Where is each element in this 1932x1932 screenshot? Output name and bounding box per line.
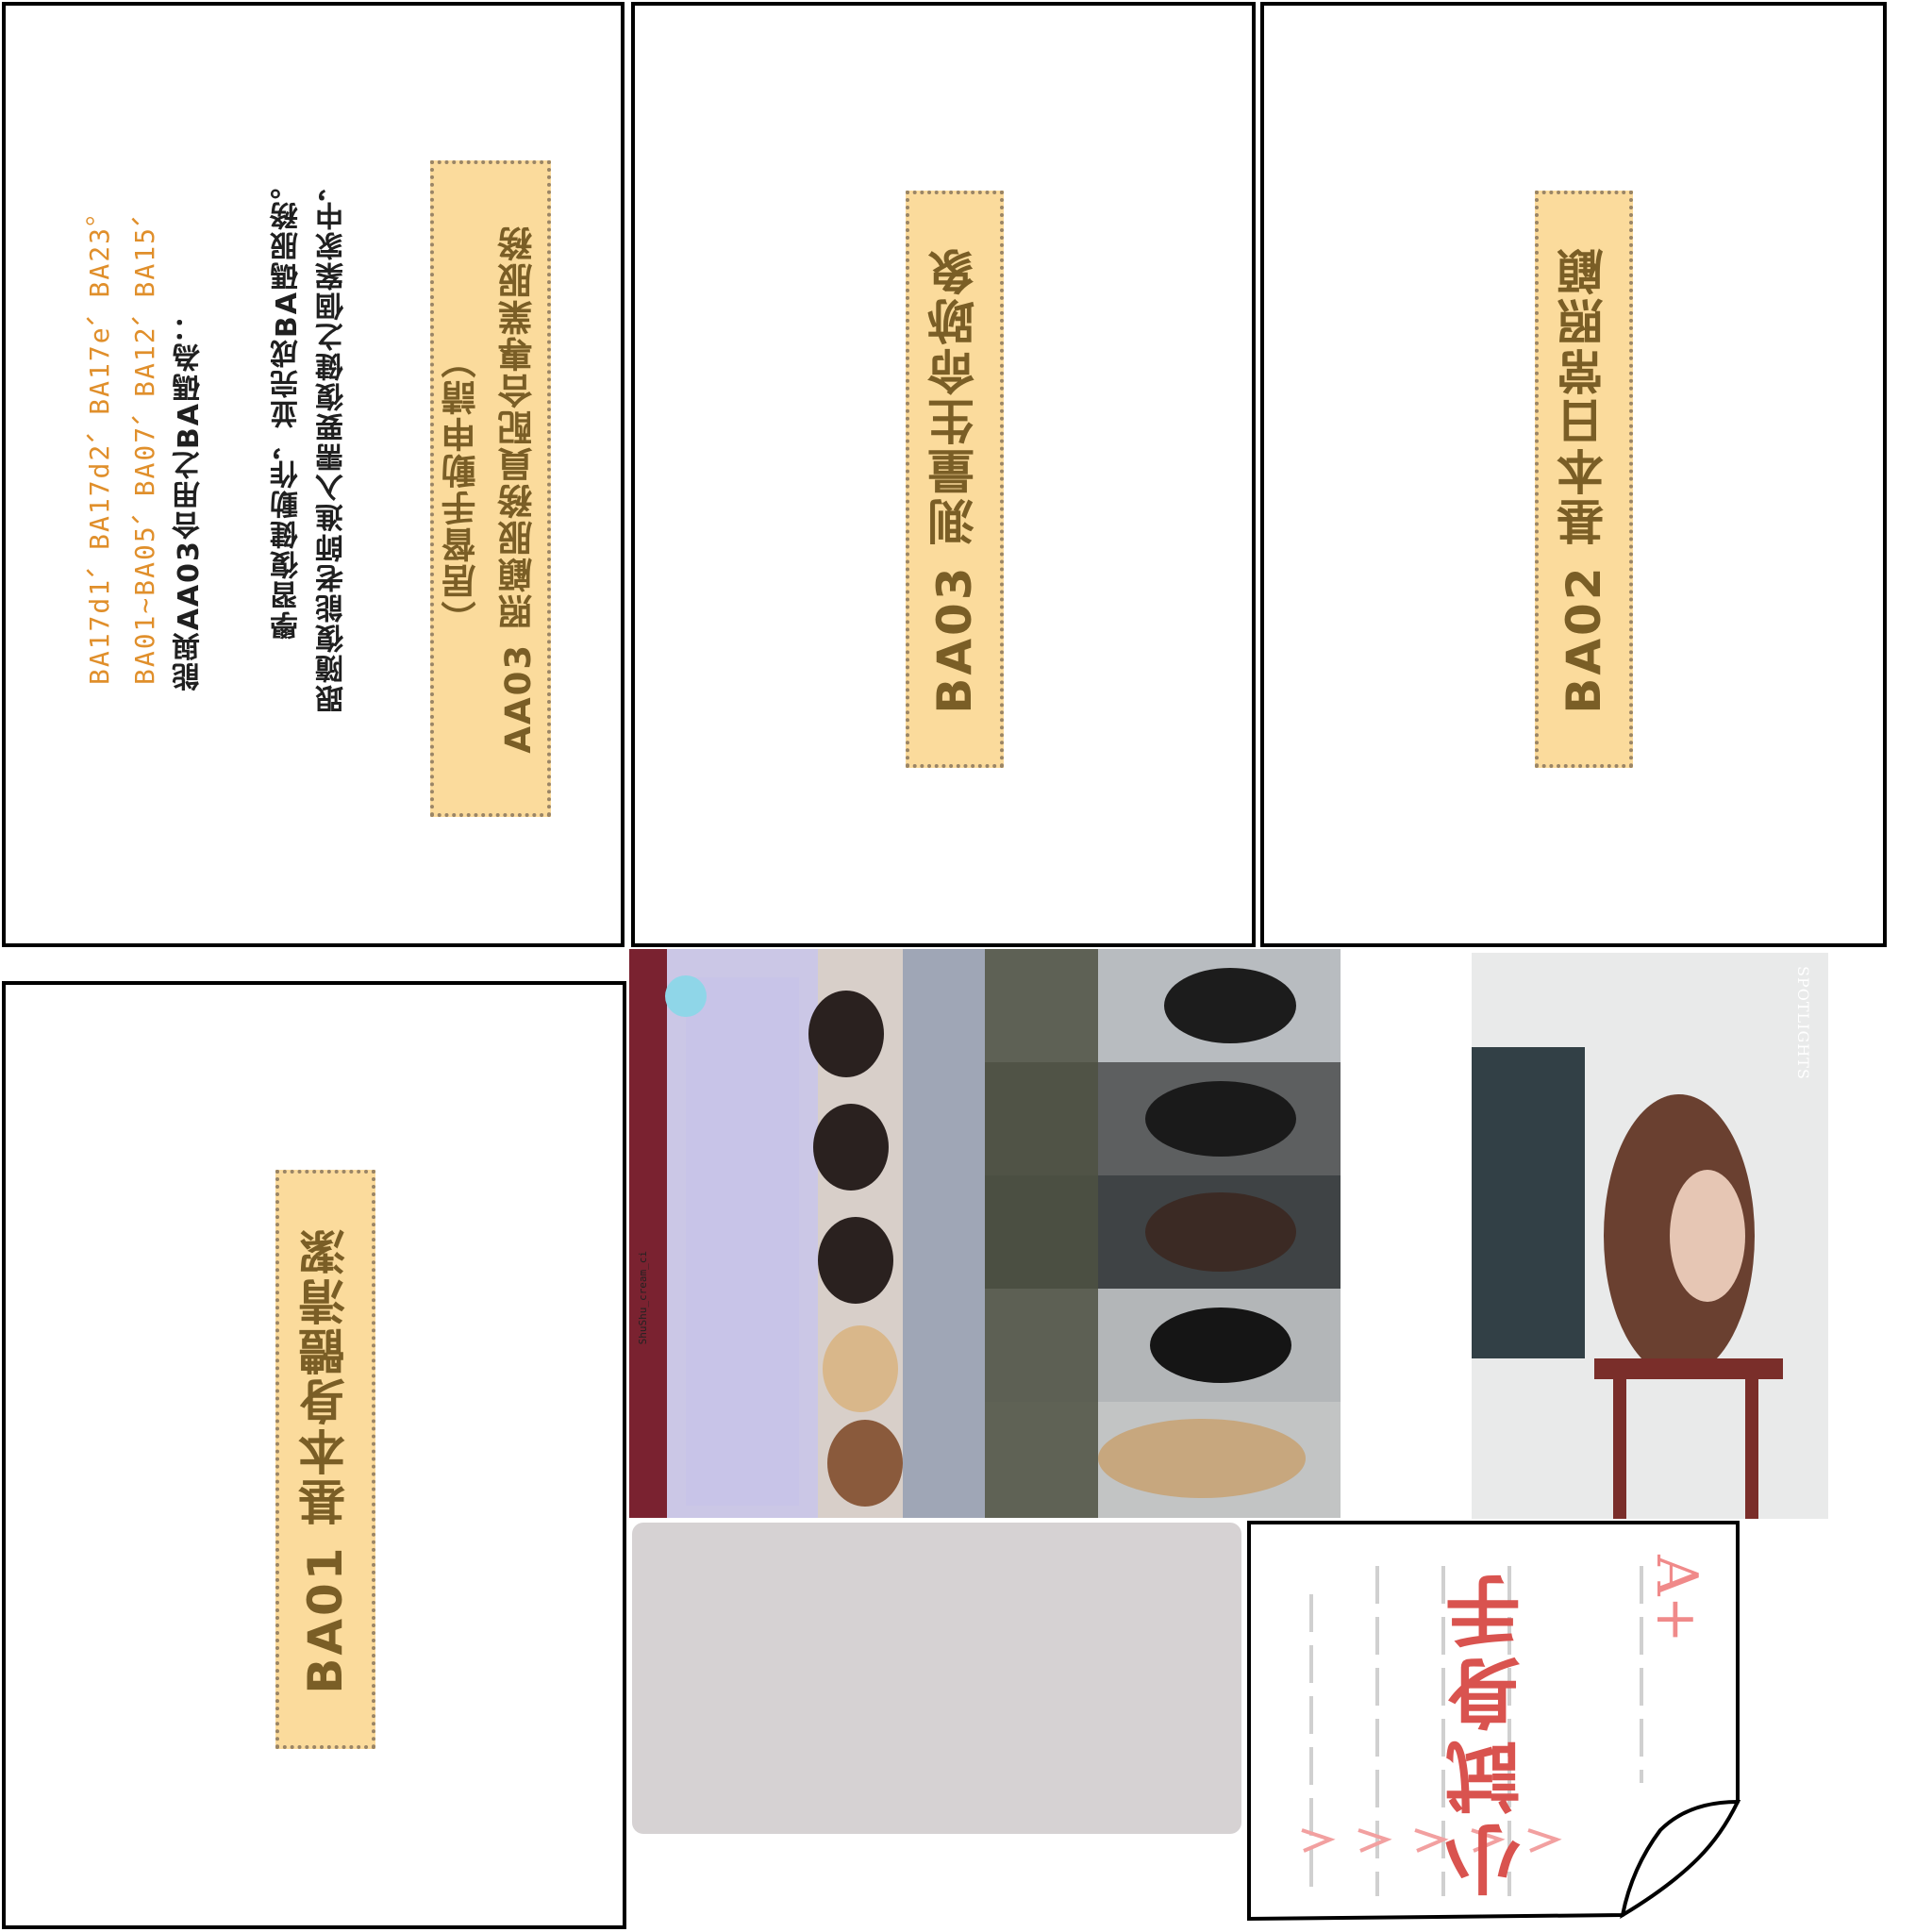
- group-photo-uniforms: ShuShu_cream_ci: [629, 949, 985, 1518]
- ba01-title: BA01 基本身體清潔: [298, 1224, 353, 1694]
- ba03-title-label: BA03 測量生命跡象: [906, 191, 1004, 768]
- aa03-title-label: （居督手動申請） AA03 照顧服務員配合專業服務: [430, 160, 551, 817]
- aa03-combo-line: 能與AA03合用之BA碼為：: [173, 311, 206, 691]
- ba02-title-label: BA02 基本日常照顧: [1535, 191, 1633, 768]
- aa03-desc-line2: 學習復健動作，並完成BA碼服務。: [271, 170, 304, 641]
- group-photo-drawing: [629, 949, 985, 1518]
- quiz-paper-sticker: A+ 小試身手: [1245, 1519, 1742, 1924]
- aa03-desc-line1: 跟隨復能老師進入需要復健之個案家中，: [316, 170, 349, 713]
- ba03-title: BA03 測量生命跡象: [927, 244, 982, 714]
- group-photo-watermark: ShuShu_cream_ci: [637, 1251, 649, 1345]
- grey-placeholder-box: [632, 1523, 1241, 1834]
- aa03-title-line1: AA03 照顧服務員配合專業服務: [498, 224, 539, 754]
- ba01-title-label: BA01 基本身體清潔: [275, 1170, 375, 1749]
- aa03-title-line2: （居督手動申請）: [441, 341, 482, 636]
- aa03-codes-line2: BA17d1、BA17d2、BA17e、BA23。: [84, 198, 115, 686]
- ba02-title: BA02 基本日常照顧: [1557, 244, 1611, 714]
- quiz-grade-text: A+: [1642, 1555, 1709, 1643]
- member-strips-drawing: [985, 949, 1341, 1518]
- quiz-title-text: 小試身手: [1444, 1566, 1533, 1898]
- aa03-codes-line1: BA01~BA05、BA07、BA12、BA15、: [129, 198, 160, 686]
- portrait-watermark: SPOTLIGHTS: [1794, 966, 1812, 1080]
- quiz-paper-drawing: [1247, 1521, 1741, 1922]
- member-strips-photo: [985, 949, 1341, 1518]
- portrait-drawing: [1472, 953, 1828, 1519]
- portrait-photo: SPOTLIGHTS: [1472, 953, 1828, 1519]
